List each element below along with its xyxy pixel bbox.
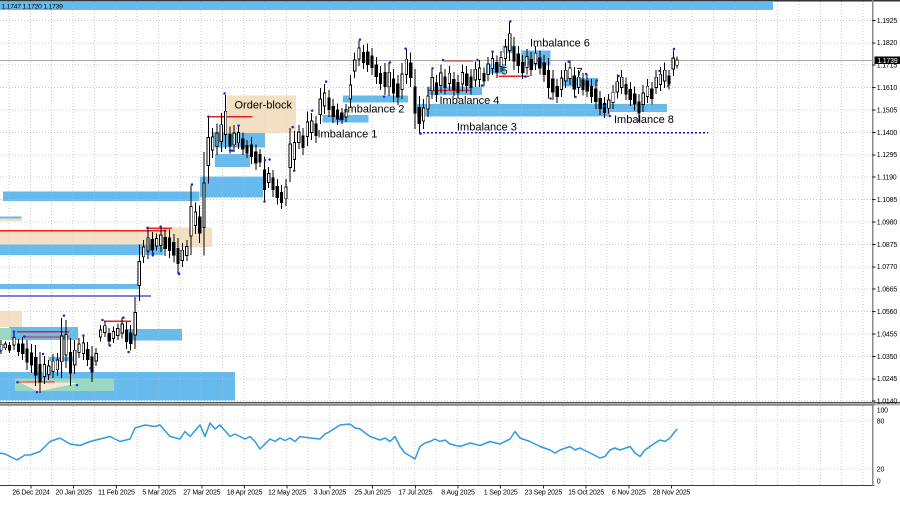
- svg-text:1.0455: 1.0455: [877, 331, 898, 338]
- svg-text:100: 100: [877, 407, 888, 414]
- svg-text:17 Jul 2025: 17 Jul 2025: [398, 490, 432, 497]
- svg-text:1.0140: 1.0140: [877, 399, 898, 406]
- svg-text:26 Dec 2024: 26 Dec 2024: [12, 490, 50, 497]
- svg-text:80: 80: [877, 419, 885, 426]
- svg-text:Imbalance 3: Imbalance 3: [457, 122, 517, 134]
- svg-text:7: 7: [577, 67, 583, 79]
- svg-text:1.0245: 1.0245: [877, 376, 898, 383]
- svg-text:Order-block: Order-block: [235, 100, 293, 112]
- svg-text:1.1295: 1.1295: [877, 152, 898, 159]
- svg-text:18 Apr 2025: 18 Apr 2025: [227, 490, 263, 497]
- svg-text:20 Jan 2025: 20 Jan 2025: [56, 490, 93, 497]
- svg-text:1.1505: 1.1505: [877, 107, 898, 114]
- svg-text:23 Sep 2025: 23 Sep 2025: [525, 490, 563, 497]
- svg-text:1.1820: 1.1820: [877, 40, 898, 47]
- svg-text:6 Nov 2025: 6 Nov 2025: [612, 490, 646, 497]
- svg-text:1.0350: 1.0350: [877, 354, 898, 361]
- svg-text:1.1190: 1.1190: [877, 175, 897, 182]
- svg-text:20: 20: [877, 466, 885, 473]
- svg-text:3 Jun 2025: 3 Jun 2025: [314, 490, 347, 497]
- svg-text:Imbalance 2: Imbalance 2: [345, 103, 405, 115]
- svg-text:27 Mar 2025: 27 Mar 2025: [183, 490, 220, 497]
- svg-text:Imbalance 1: Imbalance 1: [318, 129, 378, 141]
- svg-text:5: 5: [502, 66, 508, 78]
- svg-text:1.0770: 1.0770: [877, 264, 898, 271]
- svg-text:Imbalance 8: Imbalance 8: [614, 114, 674, 126]
- svg-text:11 Feb 2025: 11 Feb 2025: [98, 490, 135, 497]
- svg-text:1.1085: 1.1085: [877, 197, 898, 204]
- svg-text:8 Aug 2025: 8 Aug 2025: [441, 490, 475, 497]
- svg-text:Imbalance 6: Imbalance 6: [530, 38, 590, 50]
- svg-text:1.1400: 1.1400: [877, 130, 898, 137]
- svg-text:1.1925: 1.1925: [877, 18, 898, 25]
- svg-text:12 May 2025: 12 May 2025: [268, 490, 307, 497]
- svg-text:1.0875: 1.0875: [877, 242, 898, 249]
- svg-text:25 Jun 2025: 25 Jun 2025: [354, 490, 391, 497]
- svg-text:1.1739: 1.1739: [877, 58, 898, 65]
- svg-text:1 Sep 2025: 1 Sep 2025: [484, 490, 518, 497]
- svg-text:5 Mar 2025: 5 Mar 2025: [142, 490, 176, 497]
- svg-text:28 Nov 2025: 28 Nov 2025: [653, 490, 691, 497]
- svg-text:1.0560: 1.0560: [877, 309, 898, 316]
- svg-text:15 Oct 2025: 15 Oct 2025: [568, 490, 604, 497]
- svg-text:1.0665: 1.0665: [877, 287, 898, 294]
- svg-text:1.1747 1.1720 1.1739: 1.1747 1.1720 1.1739: [2, 4, 64, 11]
- svg-text:0: 0: [877, 478, 881, 485]
- svg-text:Imbalance 4: Imbalance 4: [440, 95, 500, 107]
- svg-text:1.1610: 1.1610: [877, 85, 898, 92]
- svg-text:1.0980: 1.0980: [877, 219, 898, 226]
